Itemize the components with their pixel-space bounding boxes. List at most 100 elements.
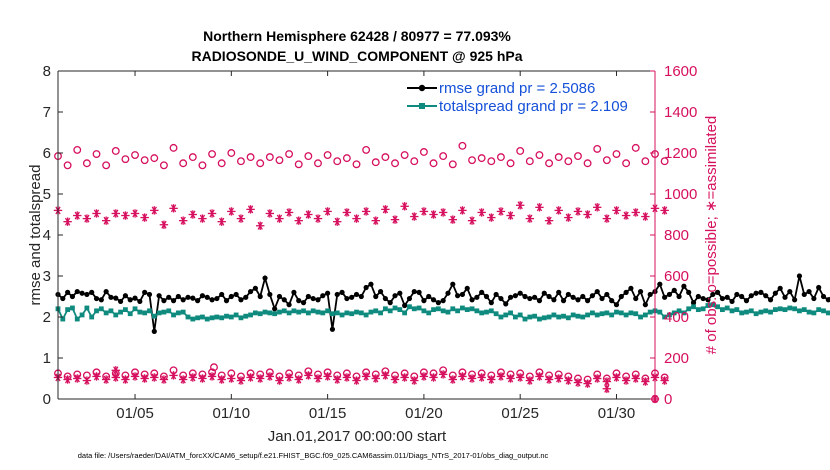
rmse-point (228, 293, 234, 300)
obs-assimilated-point (217, 217, 226, 226)
obs-assimilated-point (275, 214, 284, 223)
right-y-tick-label: 800 (664, 227, 689, 244)
rmse-point (743, 298, 750, 304)
totalspread-point (296, 309, 302, 315)
obs-assimilated-point (429, 210, 438, 219)
obs-possible-point (496, 153, 505, 162)
totalspread-point (248, 312, 253, 318)
obs-assimilated-point (467, 216, 477, 225)
left-y-tick-label: 7 (43, 104, 51, 121)
obs-assimilated-point (573, 207, 583, 216)
totalspread-point (479, 310, 485, 316)
totalspread-point (60, 316, 66, 322)
rmse-point (89, 289, 95, 295)
rmse-point (199, 293, 206, 299)
obs-assimilated-point (130, 372, 140, 381)
obs-possible-point (429, 159, 438, 168)
totalspread-point (84, 305, 90, 311)
obs-assimilated-point (467, 374, 477, 383)
totalspread-point (508, 310, 513, 316)
totalspread-point (532, 313, 538, 319)
totalspread-point (594, 312, 600, 318)
totalspread-point (79, 312, 85, 318)
obs-possible-point (333, 157, 342, 166)
rmse-point (132, 295, 138, 301)
obs-assimilated-point (515, 373, 525, 382)
rmse-point (286, 302, 292, 308)
rmse-point (117, 298, 124, 305)
totalspread-point (797, 308, 802, 314)
totalspread-point (768, 309, 773, 315)
obs-assimilated-point (82, 376, 92, 385)
obs-assimilated-point (256, 221, 265, 230)
totalspread-point (734, 307, 740, 313)
obs-assimilated-point (159, 220, 169, 229)
totalspread-point (744, 309, 749, 315)
obs-possible-point (660, 157, 669, 166)
obs-assimilated-point (429, 373, 438, 382)
x-tick-label: 01/10 (213, 405, 251, 422)
obs-possible-point (506, 159, 515, 168)
totalspread-point (281, 308, 287, 314)
totalspread-point (166, 308, 172, 314)
rmse-point (782, 294, 788, 300)
totalspread-point (228, 314, 234, 320)
rmse-point (426, 293, 432, 300)
obs-assimilated-point (506, 374, 515, 383)
obs-possible-point (256, 159, 265, 168)
totalspread-point (70, 305, 75, 311)
left-y-tick-label: 3 (43, 268, 51, 285)
totalspread-point (816, 307, 822, 313)
obs-possible-point (631, 143, 640, 152)
obs-possible-point (131, 151, 139, 159)
rmse-point (113, 295, 119, 301)
obs-assimilated-point (390, 215, 400, 224)
totalspread-point (392, 305, 398, 311)
obs-possible-point (391, 159, 399, 168)
obs-assimilated-point (323, 207, 332, 216)
rmse-point (382, 295, 388, 302)
totalspread-point (671, 310, 677, 316)
totalspread-point (763, 308, 769, 314)
right-y-tick-label: 1600 (664, 63, 697, 80)
obs-assimilated-point (323, 372, 332, 381)
rmse-point (137, 298, 143, 305)
rmse-point (430, 297, 437, 303)
totalspread-point (291, 308, 297, 314)
obs-possible-point (477, 154, 486, 163)
rmse-point (93, 295, 100, 302)
obs-possible-point (63, 161, 72, 170)
obs-possible-point (217, 159, 226, 168)
obs-assimilated-point (207, 209, 217, 218)
rmse-point (291, 289, 297, 295)
totalspread-point (503, 312, 509, 318)
legend-spread-label: totalspread grand pr = 2.109 (439, 98, 628, 115)
totalspread-point (132, 306, 138, 312)
totalspread-point (200, 314, 205, 320)
obs-assimilated-point (198, 374, 207, 383)
obs-possible-point (237, 157, 245, 166)
totalspread-point (691, 304, 696, 310)
rmse-point (257, 293, 263, 300)
x-axis-ticks: 01/05 01/10 01/15 01/20 01/25 01/30 (116, 71, 635, 422)
obs-possible-point (583, 159, 592, 168)
rmse-point (276, 293, 283, 300)
totalspread-point (277, 309, 282, 315)
obs-assimilated-point (227, 374, 236, 383)
obs-assimilated-point (73, 211, 82, 220)
legend-rmse-marker (418, 84, 426, 92)
rmse-point (334, 291, 340, 298)
rmse-point (479, 289, 485, 295)
totalspread-point (407, 304, 412, 310)
rmse-point (796, 273, 803, 279)
rmse-point (190, 295, 196, 301)
rmse-point (300, 300, 307, 306)
left-y-tick-label: 2 (43, 309, 51, 326)
rmse-point (811, 295, 817, 302)
obs-possible-point (352, 160, 361, 169)
rmse-point (469, 297, 475, 303)
obs-possible-point (574, 152, 582, 161)
rmse-point (498, 295, 504, 302)
obs-possible-point (439, 152, 448, 161)
obs-possible-point (275, 156, 284, 165)
